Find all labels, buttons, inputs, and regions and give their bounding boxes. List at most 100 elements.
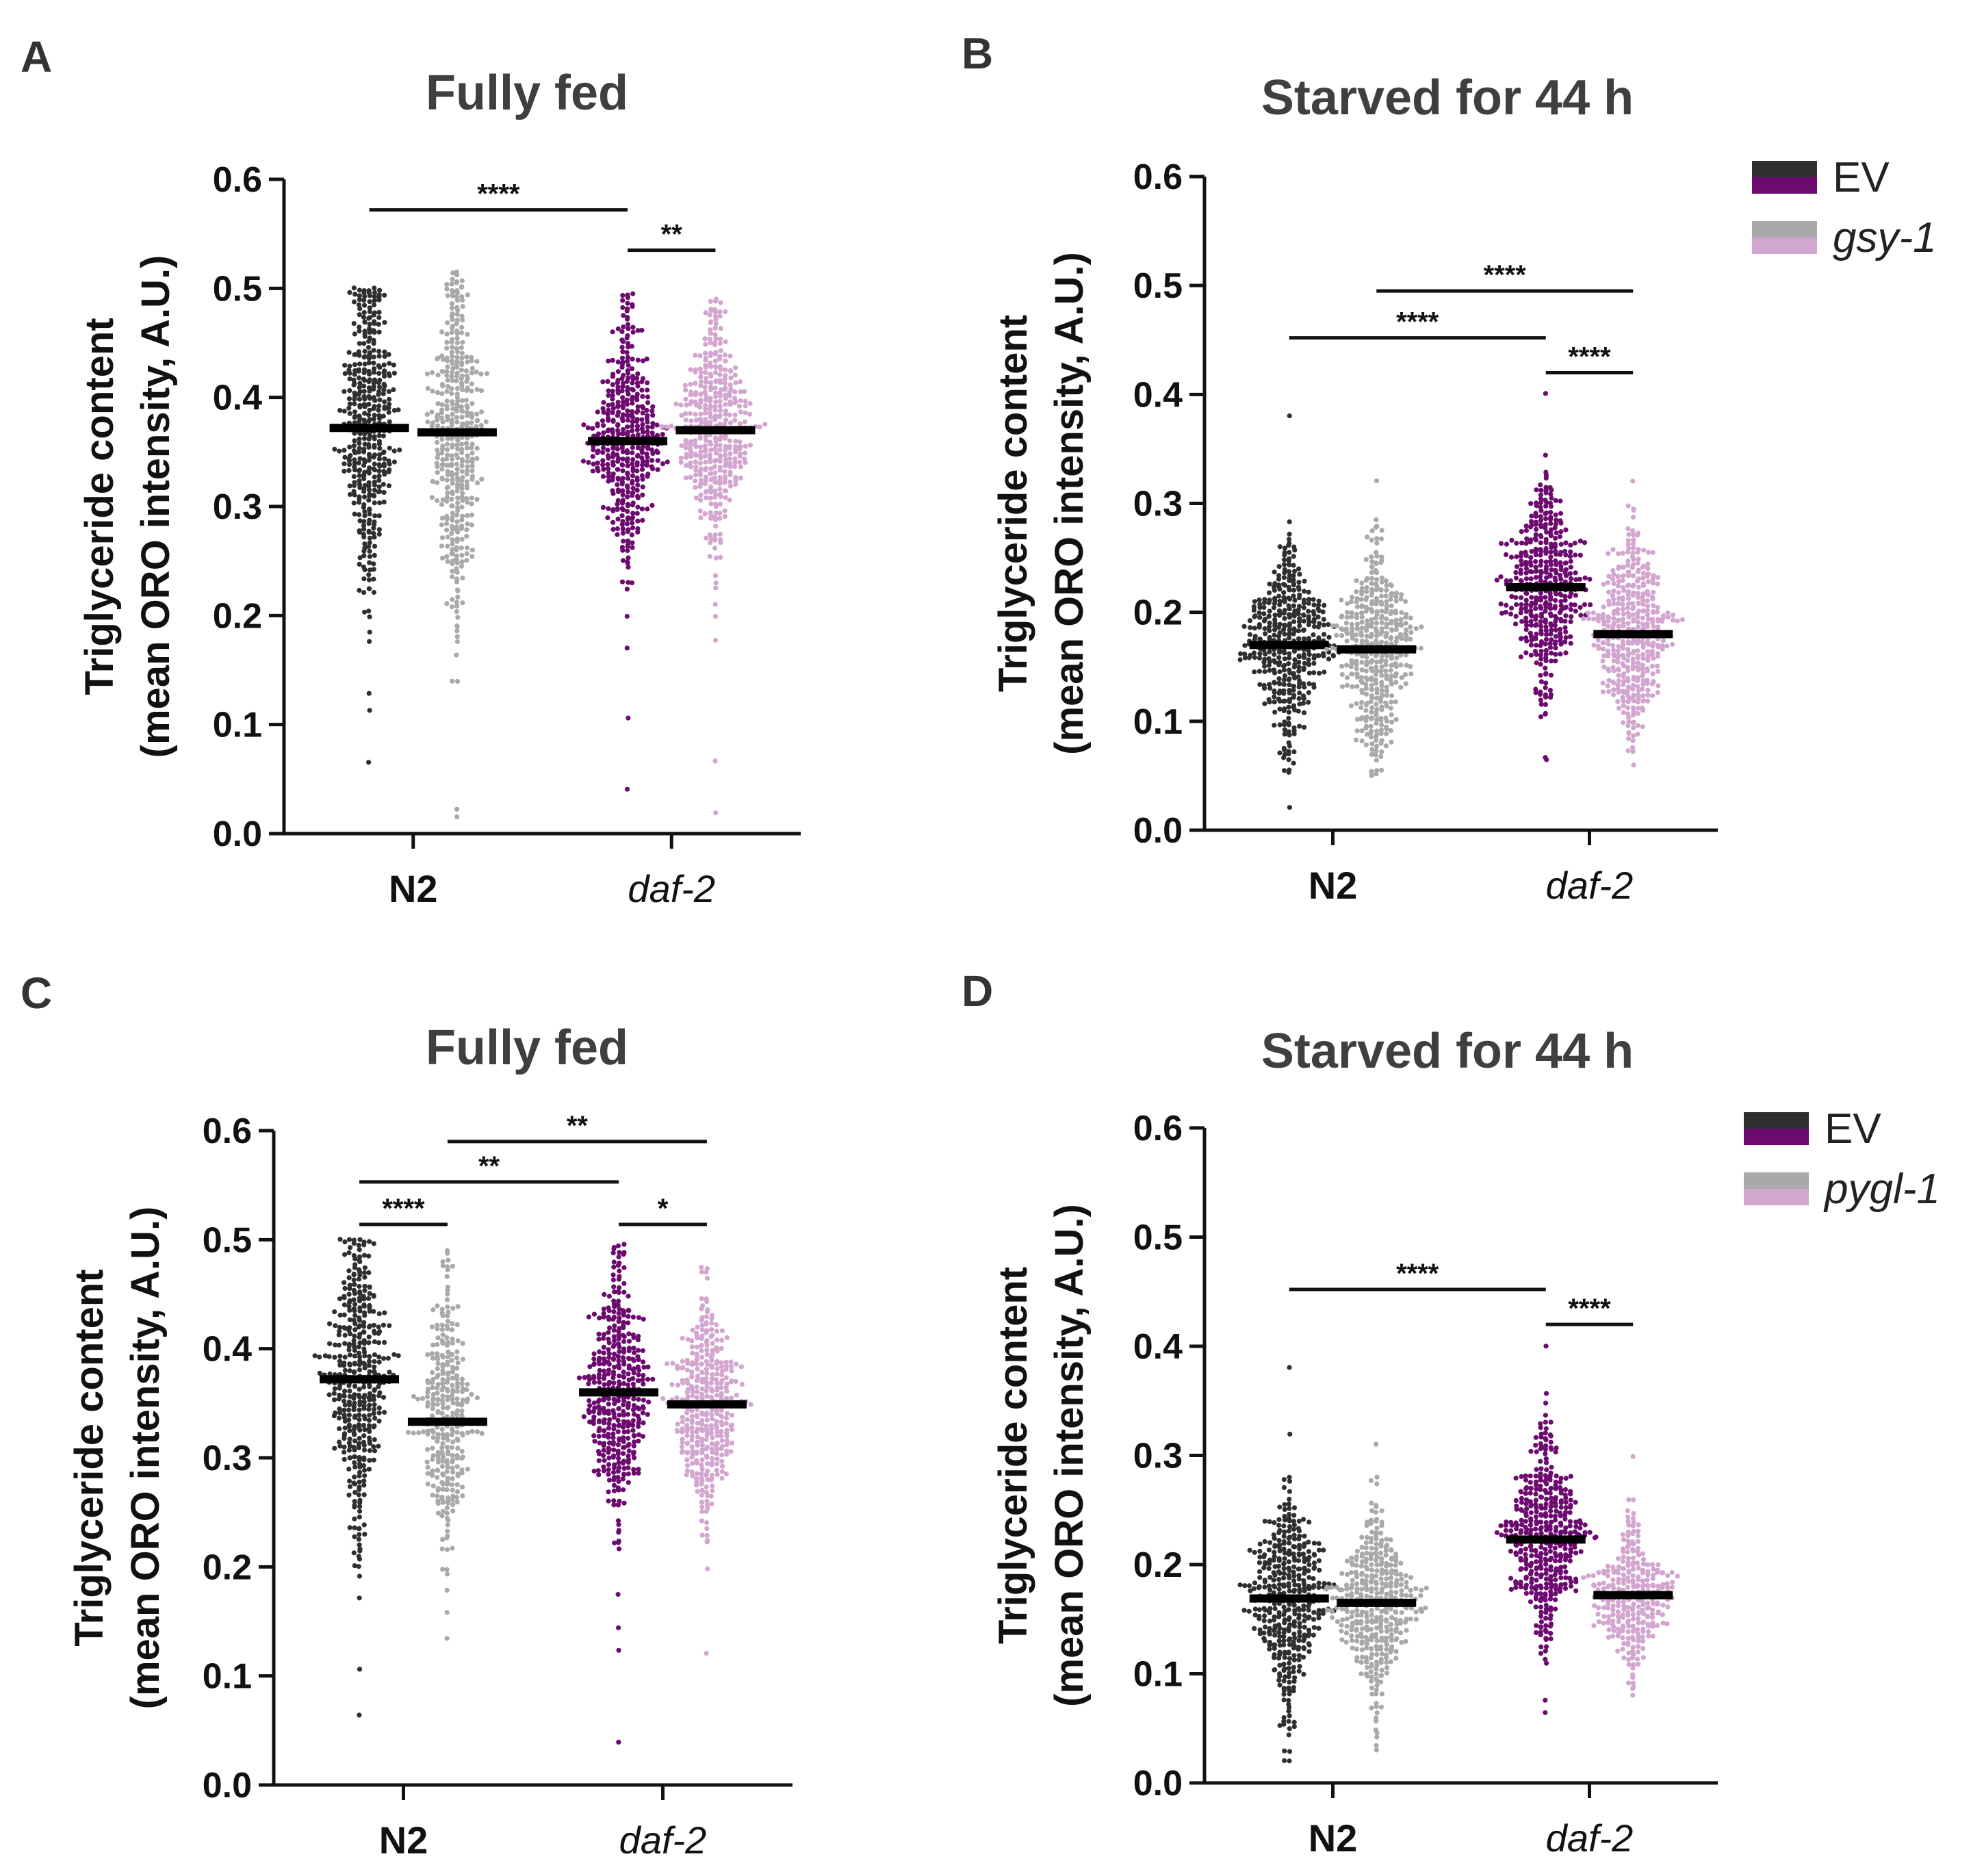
data-point (1281, 557, 1287, 563)
data-point (445, 384, 451, 389)
data-point (371, 1457, 376, 1463)
data-point (684, 1423, 690, 1428)
data-point (439, 1387, 445, 1393)
data-point (630, 376, 636, 382)
data-point (459, 504, 465, 510)
series-n2-gsy-1 (1324, 478, 1424, 778)
data-point (357, 555, 363, 561)
data-point (704, 394, 709, 399)
data-point (698, 411, 704, 417)
data-point (1363, 668, 1369, 673)
data-point (688, 446, 693, 452)
data-point (713, 510, 719, 515)
data-point (1591, 616, 1597, 622)
data-point (729, 1368, 734, 1374)
data-point (641, 1359, 646, 1365)
data-point (626, 1405, 631, 1411)
data-point (1523, 528, 1529, 533)
data-point (332, 1386, 337, 1391)
data-point (1636, 706, 1641, 711)
data-point (1379, 738, 1384, 743)
data-point (439, 415, 445, 421)
data-point (1326, 656, 1332, 662)
data-point (620, 403, 626, 409)
data-point (630, 1367, 636, 1372)
data-point (1577, 552, 1583, 558)
data-point (326, 1321, 333, 1326)
data-point (1373, 626, 1378, 632)
data-point (425, 1403, 430, 1409)
data-point (718, 367, 723, 372)
data-point (1558, 550, 1563, 555)
data-point (724, 1430, 730, 1436)
data-point (351, 500, 357, 506)
data-point (581, 422, 587, 428)
data-point (1316, 602, 1322, 608)
data-point (444, 477, 450, 483)
data-point (624, 308, 630, 314)
data-point (346, 1343, 352, 1349)
data-point (610, 406, 616, 411)
data-point (718, 540, 723, 545)
data-point (1554, 517, 1559, 523)
data-point (723, 474, 728, 480)
data-point (601, 1311, 606, 1316)
data-point (688, 474, 693, 480)
data-point (362, 1532, 368, 1537)
data-point (342, 1363, 347, 1368)
data-point (708, 331, 713, 336)
data-point (1640, 639, 1645, 645)
data-point (714, 1472, 720, 1478)
data-point (708, 298, 713, 304)
data-point (351, 382, 357, 388)
data-point (361, 590, 367, 595)
data-point (1287, 556, 1292, 561)
data-point (445, 472, 450, 478)
data-point (1242, 655, 1248, 660)
data-point (440, 1487, 446, 1492)
series-daf-2-pygl-1 (660, 1265, 753, 1656)
data-point (612, 1462, 617, 1467)
data-point (732, 464, 738, 470)
data-point (387, 446, 392, 451)
data-point (444, 521, 450, 526)
data-point (620, 488, 626, 493)
data-point (699, 1481, 704, 1487)
data-point (347, 1388, 352, 1393)
data-point (616, 1625, 621, 1630)
data-point (1626, 615, 1632, 620)
data-point (1359, 626, 1365, 631)
data-point (445, 1267, 450, 1272)
data-point (704, 1485, 709, 1490)
data-point (455, 307, 461, 313)
data-point (1297, 604, 1302, 609)
data-point (1354, 611, 1359, 617)
data-point (606, 1489, 611, 1495)
data-point (704, 1393, 710, 1399)
data-point (1533, 546, 1538, 552)
data-point (366, 326, 372, 331)
data-point (430, 1406, 436, 1411)
data-point (454, 359, 460, 364)
data-point (1600, 658, 1606, 664)
data-point (454, 408, 459, 413)
data-point (430, 1391, 436, 1397)
data-point (606, 1294, 613, 1299)
data-point (1354, 728, 1360, 734)
data-point (1272, 632, 1277, 638)
data-point (1276, 634, 1282, 639)
data-point (698, 492, 704, 498)
data-point (699, 1315, 705, 1320)
data-point (371, 348, 376, 353)
data-point (619, 388, 625, 394)
data-point (1267, 667, 1272, 673)
data-point (698, 374, 704, 380)
data-point (445, 1498, 450, 1504)
data-point (708, 447, 714, 453)
data-point (439, 437, 445, 442)
data-point (697, 353, 703, 359)
data-point (1286, 603, 1291, 608)
data-point (611, 1482, 617, 1488)
data-point (605, 428, 610, 434)
data-point (719, 1328, 725, 1333)
